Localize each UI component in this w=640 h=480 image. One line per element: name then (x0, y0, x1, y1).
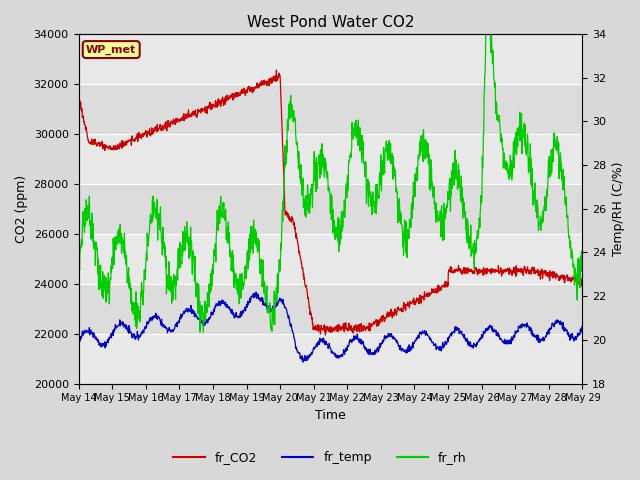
X-axis label: Time: Time (315, 409, 346, 422)
Bar (79, 234, 582, 284)
Legend: fr_CO2, fr_temp, fr_rh: fr_CO2, fr_temp, fr_rh (168, 446, 472, 469)
Text: WP_met: WP_met (86, 45, 136, 55)
Bar (79, 284, 582, 334)
Title: West Pond Water CO2: West Pond Water CO2 (247, 15, 414, 30)
Bar (79, 84, 582, 134)
Bar (79, 334, 582, 384)
Bar (79, 134, 582, 184)
Bar (79, 34, 582, 84)
Y-axis label: CO2 (ppm): CO2 (ppm) (15, 175, 28, 243)
Y-axis label: Temp/RH (C/%): Temp/RH (C/%) (612, 161, 625, 256)
Bar (79, 184, 582, 234)
